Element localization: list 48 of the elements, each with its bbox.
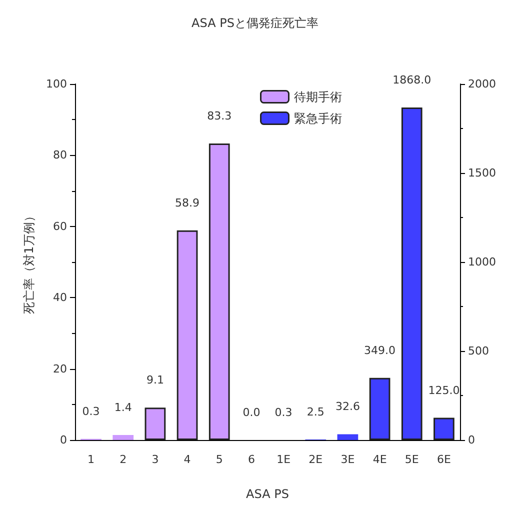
data-label: 0.0: [242, 406, 260, 419]
y-tick-label: 20: [53, 362, 67, 376]
data-label: 1868.0: [392, 73, 432, 86]
bar: [434, 418, 454, 440]
bar: [208, 143, 230, 440]
data-label: 2.5: [306, 406, 324, 419]
x-tick-label: 5: [216, 453, 223, 466]
legend-label: 緊急手術: [294, 111, 342, 126]
x-axis-title: ASA PS: [246, 487, 289, 501]
x-tick-label: 1E: [276, 453, 291, 466]
y-tick-label: 100: [46, 78, 67, 90]
y2-tick-label: 2000: [468, 78, 496, 90]
y-tick-label: 60: [53, 220, 67, 233]
bar: [112, 435, 134, 440]
x-tick-label: 4: [184, 453, 191, 466]
bar: [144, 408, 166, 440]
x-tick-label: 2: [120, 453, 127, 466]
data-label: 83.3: [207, 109, 232, 122]
data-label: 32.6: [335, 400, 360, 414]
x-tick-label: 2E: [308, 453, 323, 466]
data-label: 0.3: [274, 406, 292, 419]
y2-tick-label: 0: [468, 434, 475, 446]
y-tick-label: 40: [53, 291, 67, 304]
y2-tick-label: 1500: [468, 166, 496, 180]
data-label: 349.0: [364, 344, 396, 357]
chart-title: ASA PSと偶発症死亡率: [192, 16, 318, 30]
x-tick-label: 1: [88, 453, 95, 466]
x-tick-label: 6: [248, 453, 255, 466]
data-label: 1.4: [114, 401, 132, 414]
x-tick-label: 4E: [372, 453, 387, 466]
bar: [337, 434, 358, 440]
x-tick-label: 6E: [436, 453, 451, 466]
x-tick-label: 3: [152, 453, 159, 466]
bar: [401, 107, 422, 440]
y2-tick-label: 500: [468, 344, 489, 358]
y-tick-label: 0: [60, 434, 67, 446]
bar: [369, 378, 390, 440]
y-axis-title: 死亡率（対1万例）: [22, 210, 36, 314]
legend-label: 待期手術: [294, 90, 342, 104]
y-tick-label: 80: [53, 148, 67, 162]
data-label: 9.1: [146, 374, 164, 387]
x-tick-label: 5E: [404, 453, 419, 466]
y2-tick-label: 1000: [468, 256, 496, 268]
bar: [176, 230, 198, 440]
data-label: 0.3: [82, 404, 100, 418]
data-label: 58.9: [175, 196, 200, 210]
data-label: 125.0: [428, 384, 460, 397]
x-tick-label: 3E: [340, 453, 355, 466]
